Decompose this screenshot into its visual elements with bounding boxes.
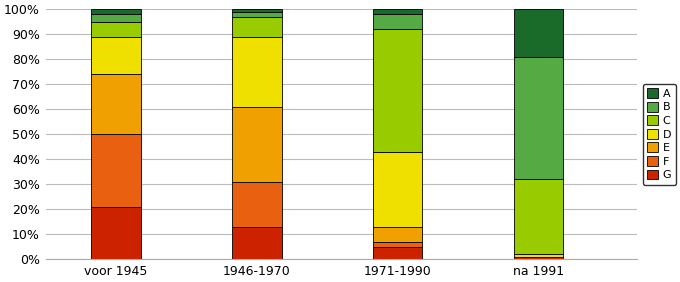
Bar (373, 14, 422, 29)
Bar (514, 57, 563, 179)
Bar (233, 9, 282, 12)
Bar (514, 257, 563, 259)
Bar (373, 227, 422, 242)
Bar (514, 254, 563, 257)
Bar (233, 227, 282, 259)
Bar (91, 74, 141, 134)
Bar (233, 182, 282, 227)
Bar (91, 9, 141, 14)
Bar (91, 207, 141, 259)
Bar (91, 14, 141, 22)
Bar (373, 9, 422, 14)
Bar (91, 37, 141, 74)
Bar (373, 29, 422, 152)
Bar (373, 247, 422, 259)
Legend: A, B, C, D, E, F, G: A, B, C, D, E, F, G (643, 84, 676, 185)
Bar (91, 22, 141, 37)
Bar (373, 242, 422, 247)
Bar (233, 17, 282, 37)
Bar (514, 9, 563, 57)
Bar (233, 12, 282, 17)
Bar (514, 179, 563, 254)
Bar (91, 134, 141, 207)
Bar (233, 107, 282, 182)
Bar (373, 152, 422, 227)
Bar (233, 37, 282, 107)
